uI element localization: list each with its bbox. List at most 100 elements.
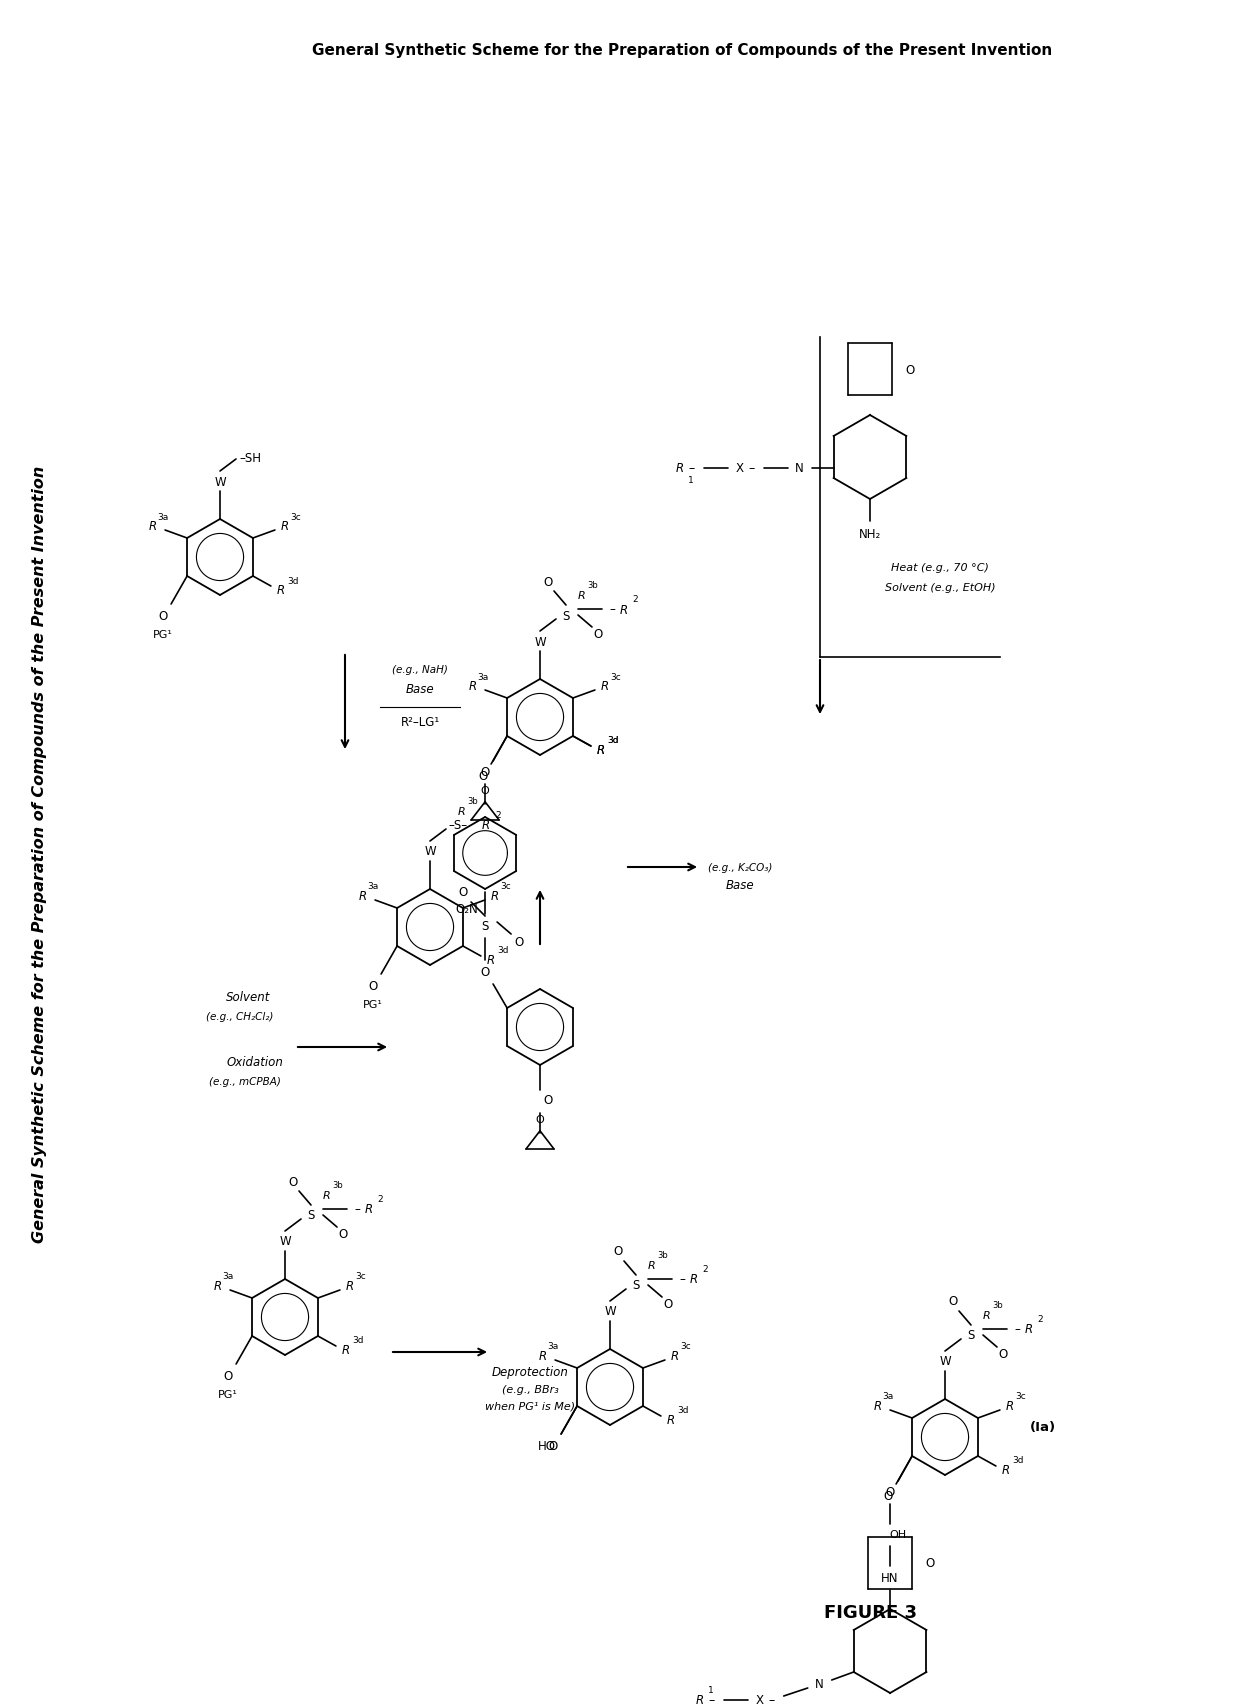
Text: –: – [688, 461, 694, 475]
Text: R: R [620, 603, 629, 616]
Text: 3d: 3d [1012, 1456, 1024, 1465]
Text: N: N [816, 1678, 825, 1690]
Text: O: O [481, 785, 490, 795]
Text: R: R [1006, 1400, 1014, 1413]
Text: O: O [594, 628, 603, 642]
Text: R²–LG¹: R²–LG¹ [401, 715, 440, 729]
Text: HO: HO [538, 1439, 556, 1453]
Text: N: N [795, 461, 804, 475]
Text: (e.g., BBr₃: (e.g., BBr₃ [502, 1384, 558, 1395]
Text: 3d: 3d [497, 946, 508, 954]
Text: O: O [925, 1557, 935, 1569]
Text: 2: 2 [377, 1195, 383, 1203]
Text: 3a: 3a [157, 512, 169, 521]
Text: R: R [1025, 1323, 1033, 1335]
Text: –: – [355, 1203, 360, 1215]
Text: –: – [1014, 1323, 1021, 1335]
Text: R: R [689, 1273, 698, 1285]
Text: O: O [480, 966, 490, 978]
Text: 2: 2 [632, 596, 637, 604]
Text: 3a: 3a [367, 883, 378, 891]
Text: R: R [280, 521, 289, 533]
Text: 3c: 3c [610, 673, 621, 681]
Text: O: O [543, 575, 553, 589]
Text: R: R [671, 1350, 680, 1362]
Text: General Synthetic Scheme for the Preparation of Compounds of the Present Inventi: General Synthetic Scheme for the Prepara… [312, 43, 1052, 58]
Text: W: W [534, 635, 546, 649]
Text: R: R [491, 889, 498, 903]
Text: O: O [663, 1297, 672, 1311]
Text: 3d: 3d [608, 736, 619, 744]
Text: (e.g., K₂CO₃): (e.g., K₂CO₃) [708, 862, 773, 872]
Text: R: R [342, 1343, 350, 1357]
Text: 3d: 3d [677, 1405, 688, 1415]
Text: Base: Base [725, 879, 754, 893]
Text: R: R [539, 1350, 547, 1362]
Text: 1: 1 [708, 1685, 713, 1695]
Text: O: O [159, 609, 167, 623]
Text: R: R [983, 1311, 991, 1320]
Text: O: O [515, 935, 523, 949]
Text: PG¹: PG¹ [218, 1389, 238, 1400]
Text: –: – [609, 603, 615, 616]
Text: Solvent: Solvent [226, 992, 270, 1004]
Text: X: X [755, 1693, 764, 1707]
Text: (e.g., mCPBA): (e.g., mCPBA) [210, 1077, 281, 1086]
Text: Solvent (e.g., EtOH): Solvent (e.g., EtOH) [884, 582, 996, 592]
Text: O: O [223, 1369, 233, 1383]
Text: S: S [967, 1328, 975, 1342]
Text: O: O [905, 364, 915, 376]
Text: Oxidation: Oxidation [227, 1057, 284, 1069]
Text: Base: Base [405, 683, 434, 696]
Text: –S–: –S– [449, 819, 467, 831]
Text: O: O [536, 1115, 544, 1125]
Text: 3a: 3a [548, 1342, 559, 1350]
Text: R: R [578, 591, 585, 601]
Text: 3c: 3c [501, 883, 511, 891]
Text: R: R [346, 1280, 353, 1292]
Text: PG¹: PG¹ [154, 630, 174, 640]
Text: (e.g., NaH): (e.g., NaH) [392, 664, 448, 674]
Text: 3c: 3c [290, 512, 301, 521]
Text: W: W [215, 475, 226, 488]
Text: X: X [735, 461, 744, 475]
Text: R: R [482, 819, 490, 831]
Text: R: R [676, 461, 683, 475]
Text: NH₂: NH₂ [859, 527, 882, 539]
Text: S: S [481, 920, 489, 934]
Text: 1: 1 [688, 476, 693, 485]
Text: General Synthetic Scheme for the Preparation of Compounds of the Present Inventi: General Synthetic Scheme for the Prepara… [32, 464, 47, 1243]
Text: 3b: 3b [588, 580, 599, 591]
Text: 3a: 3a [222, 1272, 233, 1280]
Text: W: W [604, 1304, 616, 1318]
Text: (e.g., CH₂Cl₂): (e.g., CH₂Cl₂) [206, 1012, 274, 1021]
Text: O: O [543, 1094, 553, 1106]
Text: 3b: 3b [657, 1251, 668, 1260]
Text: R: R [696, 1693, 704, 1707]
Text: O: O [459, 886, 467, 900]
Text: R: R [649, 1260, 656, 1270]
Text: 3c: 3c [1016, 1391, 1027, 1401]
Text: HN: HN [882, 1572, 899, 1584]
Text: –: – [769, 1693, 775, 1707]
Text: 2: 2 [495, 811, 501, 819]
Text: when PG¹ is Me): when PG¹ is Me) [485, 1401, 575, 1412]
Text: O: O [614, 1244, 622, 1258]
Text: S: S [632, 1279, 640, 1292]
Text: Deprotection: Deprotection [491, 1366, 568, 1379]
Text: –: – [749, 461, 755, 475]
Text: Heat (e.g., 70 °C): Heat (e.g., 70 °C) [892, 563, 990, 572]
Text: R: R [365, 1203, 373, 1215]
Text: R: R [667, 1413, 675, 1427]
Text: O: O [368, 980, 378, 993]
Text: 3a: 3a [883, 1391, 894, 1401]
Text: S: S [308, 1209, 315, 1222]
Text: 3d: 3d [608, 736, 619, 744]
Text: –: – [680, 1273, 684, 1285]
Text: R: R [601, 679, 609, 693]
Text: O: O [480, 766, 490, 778]
Text: S: S [562, 609, 569, 621]
Text: R: R [149, 521, 157, 533]
Text: R: R [324, 1190, 331, 1200]
Text: W: W [939, 1355, 951, 1367]
